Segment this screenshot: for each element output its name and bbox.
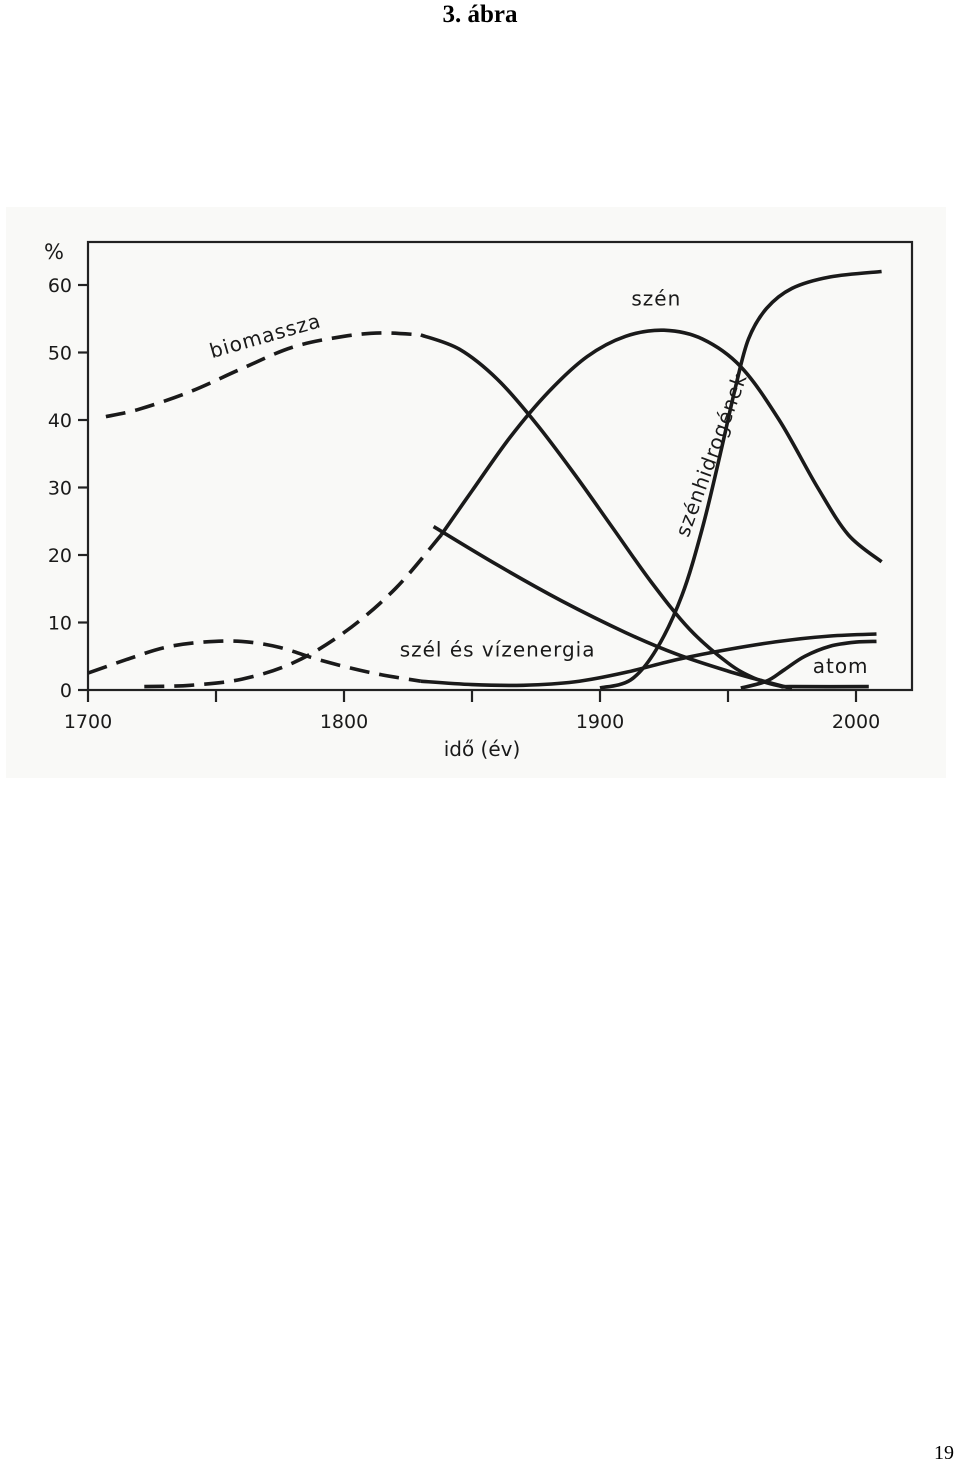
x-tick-label: 1700 [64,711,112,733]
series-line-szel-es-vizenergia-dashed [87,639,422,683]
x-tick-label: 1900 [576,711,624,733]
annotation-label: szél és vízenergia [400,637,596,661]
series-line-szel-es-vizenergia-solid [420,632,877,688]
page-number: 19 [934,1442,954,1464]
series-line-biomassza-solid [420,333,869,689]
series-line-szen-solid [439,328,883,564]
series-line-szenhidrogenek-solid [599,269,882,690]
y-tick-label: 30 [48,478,72,500]
y-tick-label: 10 [48,613,72,635]
y-tick-label: 60 [48,275,72,297]
annotation-label: biomassza [207,308,324,363]
annotation-label: szén [631,286,681,310]
y-tick-label: 0 [60,680,72,702]
x-axis-label: idő (év) [444,737,521,761]
energy-share-chart: 0 10 20 30 40 50 60% 1700 1800 1900 2000 idő (év) bi… [44,240,914,761]
series-line-unlabelled-solid [432,525,793,691]
series-line-szen-dashed [144,533,443,689]
y-tick-label: 40 [48,410,72,432]
annotation-label: atom [813,654,869,678]
x-tick-label: 1800 [320,711,368,733]
x-tick-label: 2000 [832,711,880,733]
y-tick-label: 50 [48,343,72,365]
plot-frame [86,240,914,692]
y-tick-label: 20 [48,545,72,567]
page-title: 3. ábra [442,1,518,28]
annotation-label: szénhidrogének [670,370,752,540]
figure: 0 10 20 30 40 50 60% 1700 1800 1900 2000 idő (év) bi… [6,207,946,778]
y-axis-label: % [44,240,64,264]
series-line-biomassza-dashed [105,331,421,419]
